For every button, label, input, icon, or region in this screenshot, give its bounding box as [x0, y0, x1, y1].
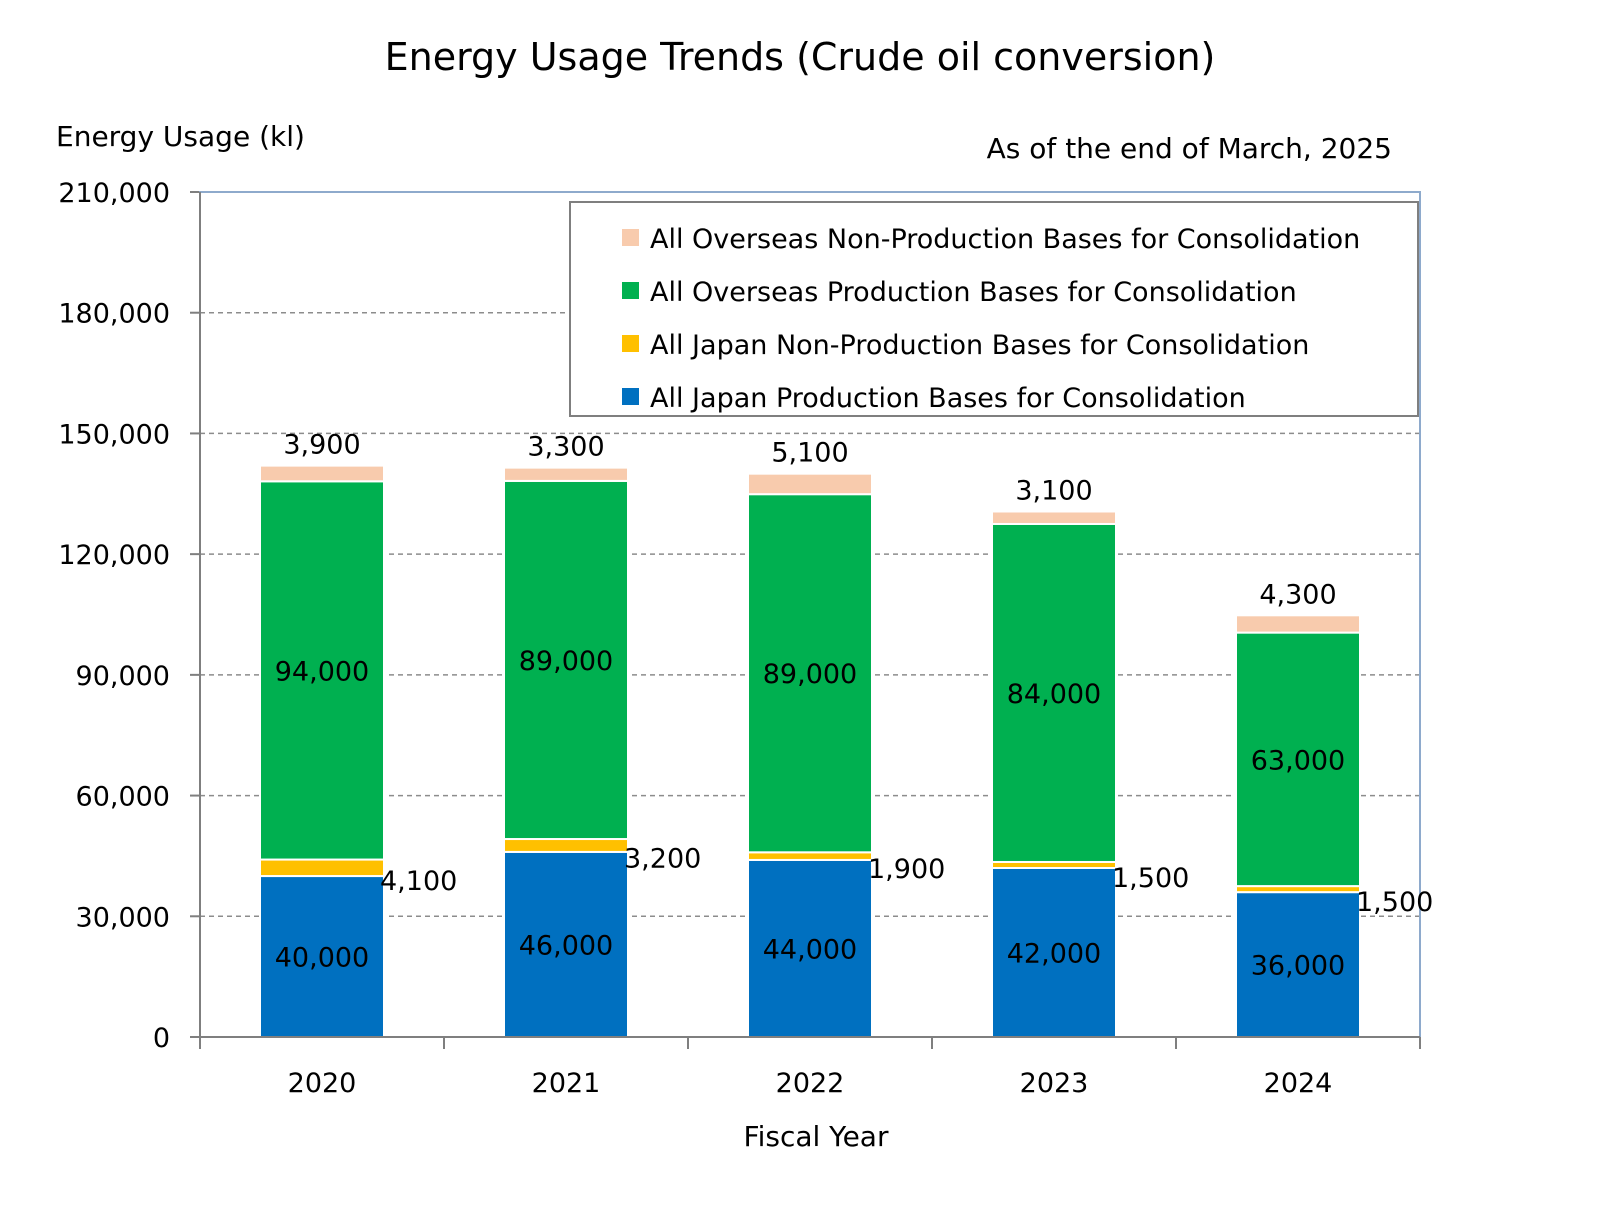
data-label: 4,100 [380, 866, 457, 897]
y-axis-label: Energy Usage (kl) [56, 120, 305, 153]
bar-segment [991, 522, 1117, 863]
data-label: 84,000 [1007, 679, 1101, 710]
legend-label: All Overseas Non-Production Bases for Co… [650, 224, 1360, 255]
bar-segment [259, 464, 385, 483]
data-label: 1,500 [1356, 887, 1433, 918]
data-label: 63,000 [1251, 745, 1345, 776]
data-label: 3,200 [624, 843, 701, 874]
data-label: 3,900 [283, 430, 360, 461]
bar-segment [991, 510, 1117, 525]
y-tick-label: 120,000 [58, 540, 170, 571]
bar-segment [1235, 614, 1361, 634]
chart-subtitle: As of the end of March, 2025 [987, 132, 1392, 165]
data-label: 42,000 [1007, 939, 1101, 970]
x-axis-label: Fiscal Year [744, 1120, 889, 1153]
data-label: 46,000 [519, 930, 613, 961]
bar-segment [503, 466, 629, 482]
x-tick-label: 2023 [1020, 1068, 1089, 1099]
bar-segment [747, 493, 873, 854]
legend-swatch [622, 335, 639, 352]
legend-swatch [622, 388, 639, 405]
y-tick-label: 210,000 [58, 178, 170, 209]
legend: All Overseas Non-Production Bases for Co… [569, 201, 1419, 417]
data-label: 3,100 [1015, 475, 1092, 506]
data-label: 40,000 [275, 943, 369, 974]
legend-label: All Overseas Production Bases for Consol… [650, 277, 1297, 308]
data-label: 3,300 [527, 432, 604, 463]
legend-swatch [622, 282, 639, 299]
bar-segment [1235, 631, 1361, 888]
legend-label: All Japan Non-Production Bases for Conso… [650, 330, 1309, 361]
y-tick-label: 90,000 [76, 661, 170, 692]
data-label: 4,300 [1259, 579, 1336, 610]
data-label: 89,000 [519, 646, 613, 677]
y-tick-label: 30,000 [76, 902, 170, 933]
data-labels: 40,000 4,100 94,000 3,900 46,000 3,200 89,000 3… [275, 430, 1434, 982]
legend-label: All Japan Production Bases for Consolida… [650, 383, 1246, 414]
data-label: 1,500 [1112, 863, 1189, 894]
chart-title: Energy Usage Trends (Crude oil conversio… [385, 35, 1216, 79]
x-tick-label: 2022 [776, 1068, 845, 1099]
bar-segment [259, 875, 385, 1038]
legend-box [569, 201, 1419, 417]
x-tick-label: 2020 [288, 1068, 357, 1099]
y-tick-label: 180,000 [58, 299, 170, 330]
x-tick-label: 2021 [532, 1068, 601, 1099]
bar-segment [259, 858, 385, 878]
data-label: 89,000 [763, 659, 857, 690]
data-label: 36,000 [1251, 951, 1345, 982]
bars [259, 464, 1361, 1039]
legend-swatch [622, 229, 639, 246]
data-label: 94,000 [275, 656, 369, 687]
y-tick-label: 150,000 [58, 419, 170, 450]
y-tick-label: 0 [153, 1023, 170, 1054]
bar-segment [747, 472, 873, 496]
y-tick-label: 60,000 [76, 782, 170, 813]
bar-segment [747, 851, 873, 861]
x-tick-label: 2024 [1264, 1068, 1333, 1099]
axes: 0 30,000 60,000 90,000 120,000 150,000 180,000… [58, 178, 1421, 1099]
data-label: 1,900 [868, 854, 945, 885]
bar-segment [503, 479, 629, 841]
data-label: 44,000 [763, 934, 857, 965]
bar-segment [503, 838, 629, 853]
bar-segment [503, 850, 629, 1039]
data-label: 5,100 [771, 438, 848, 469]
